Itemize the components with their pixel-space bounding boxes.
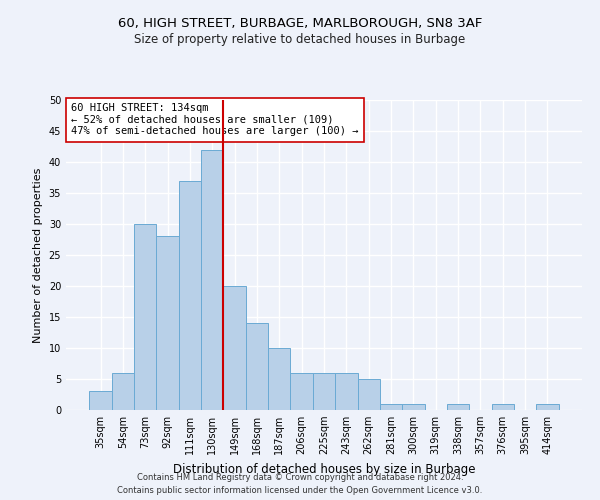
- Bar: [313, 373, 335, 410]
- Bar: [380, 404, 402, 410]
- Bar: [402, 404, 425, 410]
- Text: 60, HIGH STREET, BURBAGE, MARLBOROUGH, SN8 3AF: 60, HIGH STREET, BURBAGE, MARLBOROUGH, S…: [118, 18, 482, 30]
- Bar: [268, 348, 290, 410]
- Bar: [335, 373, 358, 410]
- Bar: [157, 236, 179, 410]
- X-axis label: Distribution of detached houses by size in Burbage: Distribution of detached houses by size …: [173, 462, 475, 475]
- Bar: [134, 224, 157, 410]
- Bar: [491, 404, 514, 410]
- Bar: [290, 373, 313, 410]
- Bar: [179, 180, 201, 410]
- Text: Size of property relative to detached houses in Burbage: Size of property relative to detached ho…: [134, 32, 466, 46]
- Bar: [112, 373, 134, 410]
- Bar: [358, 379, 380, 410]
- Bar: [246, 323, 268, 410]
- Bar: [536, 404, 559, 410]
- Text: Contains HM Land Registry data © Crown copyright and database right 2024.: Contains HM Land Registry data © Crown c…: [137, 472, 463, 482]
- Text: Contains public sector information licensed under the Open Government Licence v3: Contains public sector information licen…: [118, 486, 482, 495]
- Bar: [201, 150, 223, 410]
- Bar: [89, 392, 112, 410]
- Bar: [447, 404, 469, 410]
- Text: 60 HIGH STREET: 134sqm
← 52% of detached houses are smaller (109)
47% of semi-de: 60 HIGH STREET: 134sqm ← 52% of detached…: [71, 103, 359, 136]
- Y-axis label: Number of detached properties: Number of detached properties: [33, 168, 43, 342]
- Bar: [223, 286, 246, 410]
